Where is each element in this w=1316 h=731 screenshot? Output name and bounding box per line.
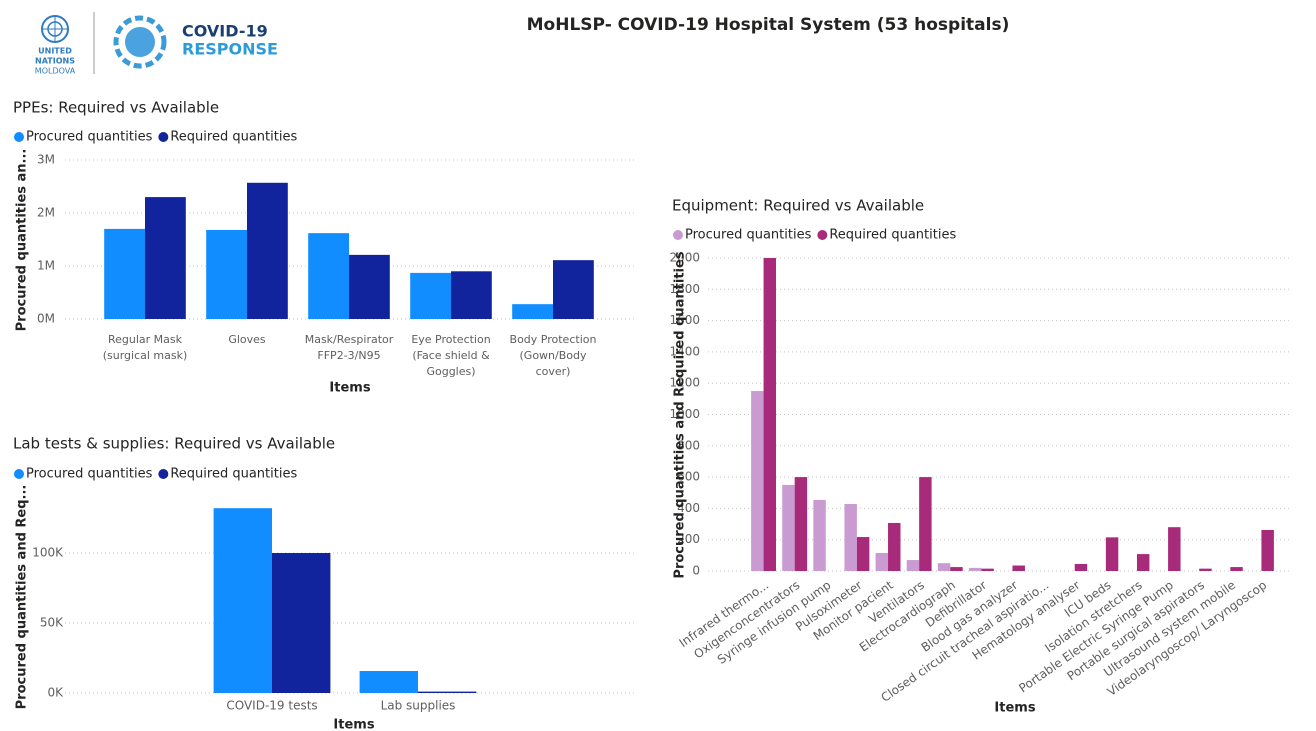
bar (937, 563, 951, 571)
x-tick-label-box: Body Protection (Gown/Body cover) (509, 333, 597, 378)
x-tick-label: Lab supplies (381, 699, 456, 713)
y-tick-label: 400 (677, 501, 700, 515)
x-tick-label-box: Regular Mask (surgical mask) (102, 333, 188, 362)
bar (1105, 537, 1119, 571)
x-tick-label: Regular Mask (surgical mask) (102, 333, 188, 362)
bar (1168, 527, 1181, 571)
bar (906, 560, 920, 571)
x-tick-label-box: Eye Protection (Face shield & Goggles) (411, 333, 491, 378)
x-tick-label-box: Gloves (228, 333, 266, 346)
y-tick-label: 0 (692, 564, 700, 578)
y-tick-label: 100K (32, 546, 64, 560)
y-tick-label: 600 (677, 470, 700, 484)
y-tick-label: 1800 (669, 282, 700, 296)
un-text: UNITED (38, 47, 72, 56)
legend-swatch (817, 230, 828, 240)
bar (813, 499, 826, 571)
bar (1074, 563, 1088, 571)
y-tick-label: 1000 (669, 407, 700, 421)
y-tick-label: 200 (677, 532, 700, 546)
bar (782, 484, 795, 571)
y-tick-label: 0M (37, 312, 55, 326)
y-tick-label: 2000 (669, 251, 700, 265)
logo-text: COVID-19 (182, 22, 268, 41)
y-axis-label: Procured quantities an... (15, 149, 30, 332)
x-axis-label: Items (333, 718, 374, 731)
bar (1199, 568, 1212, 571)
bar (844, 504, 857, 571)
bar (247, 182, 288, 319)
y-tick-label: 1200 (669, 376, 700, 390)
bar (104, 228, 145, 319)
bar (512, 304, 553, 319)
bar (919, 477, 932, 571)
bar (751, 391, 764, 571)
globe (125, 27, 155, 57)
bar (763, 258, 777, 571)
bar (145, 197, 186, 319)
bar (553, 260, 594, 319)
y-tick-label: 1M (37, 259, 55, 273)
bar (981, 568, 994, 571)
x-tick-label: Gloves (228, 333, 266, 346)
legend-swatch (673, 230, 683, 240)
bar (1230, 567, 1243, 571)
legend-label: Required quantities (170, 130, 297, 145)
bar (794, 477, 808, 571)
legend-swatch (158, 469, 169, 479)
bar (968, 567, 982, 571)
bar (875, 553, 889, 571)
bar (1012, 565, 1025, 571)
bar (1136, 554, 1150, 571)
bar (856, 537, 870, 571)
legend-label: Procured quantities (26, 467, 153, 482)
x-axis-label: Items (329, 381, 370, 396)
legend-label: Required quantities (170, 467, 297, 482)
x-axis-label: Items (994, 701, 1035, 716)
legend-swatch (14, 132, 24, 142)
bar (418, 691, 477, 693)
legend-swatch (14, 469, 24, 479)
bar (308, 233, 349, 319)
x-tick-label-box: Mask/Respirator FFP2-3/N95 (304, 333, 394, 362)
bar (213, 508, 272, 693)
bar (349, 254, 390, 319)
legend-swatch (158, 132, 169, 142)
legend-label: Procured quantities (26, 130, 153, 145)
bar (1261, 529, 1274, 571)
y-tick-label: 50K (40, 616, 64, 630)
y-tick-label: 0K (47, 686, 64, 700)
page-title: MoHLSP- COVID-19 Hospital System (53 hos… (527, 15, 1010, 35)
legend-label: Procured quantities (685, 228, 812, 243)
y-tick-label: 800 (677, 438, 700, 452)
x-tick-label: Body Protection (Gown/Body cover) (509, 333, 597, 378)
y-tick-label: 1400 (669, 344, 700, 358)
sdg-ring (113, 15, 167, 69)
legend-label: Required quantities (829, 228, 956, 243)
covid-logo: COVID-19 RESPONSE (113, 15, 278, 69)
y-tick-label: 3M (37, 153, 55, 167)
y-tick-label: 1600 (669, 313, 700, 327)
y-axis-label: Procured quantities and Required quantit… (673, 251, 688, 578)
un-text: NATIONS (35, 57, 75, 66)
x-tick-label: Mask/Respirator FFP2-3/N95 (304, 333, 394, 362)
bar (451, 271, 492, 319)
x-tick-label: COVID-19 tests (226, 699, 317, 713)
x-tick-label: Eye Protection (Face shield & Goggles) (411, 333, 491, 378)
y-axis-label: Procured quantities and Req... (15, 485, 30, 710)
bar (950, 567, 963, 571)
chart-title: PPEs: Required vs Available (13, 99, 219, 117)
bar (410, 272, 451, 319)
bar (888, 522, 901, 571)
chart-title: Lab tests & supplies: Required vs Availa… (13, 435, 335, 453)
bar (272, 553, 331, 693)
bar (206, 229, 247, 319)
y-tick-label: 2M (37, 206, 55, 220)
logo-text: RESPONSE (182, 40, 278, 59)
bar (359, 671, 418, 693)
un-logo: UNITED NATIONS MOLDOVA (35, 15, 76, 76)
chart-title: Equipment: Required vs Available (672, 197, 924, 215)
un-text: MOLDOVA (35, 67, 76, 76)
